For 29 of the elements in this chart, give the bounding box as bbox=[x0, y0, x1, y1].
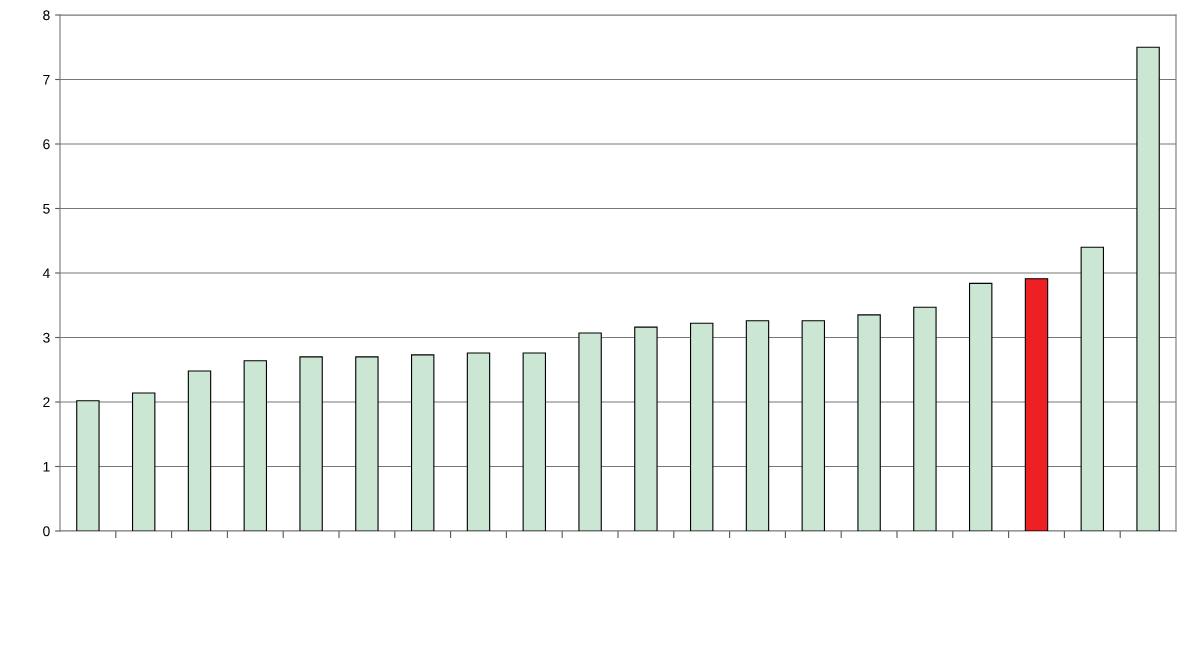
y-tick-label: 8 bbox=[43, 10, 50, 21]
bar bbox=[1024, 278, 1049, 531]
y-tick-label: 5 bbox=[43, 203, 50, 214]
bar bbox=[913, 306, 937, 531]
y-tick-label: 1 bbox=[43, 461, 50, 472]
y-tick-label: 2 bbox=[43, 397, 50, 408]
y-tick-label: 7 bbox=[43, 74, 50, 85]
bar bbox=[689, 322, 714, 531]
bar bbox=[578, 332, 602, 531]
bar bbox=[76, 400, 100, 531]
bar bbox=[187, 370, 212, 531]
bar bbox=[857, 314, 881, 531]
bar bbox=[634, 326, 658, 531]
y-tick-label: 4 bbox=[42, 268, 50, 279]
bar bbox=[299, 356, 323, 531]
y-tick-label: 0 bbox=[43, 526, 50, 537]
bar bbox=[968, 282, 993, 531]
bar bbox=[410, 354, 435, 531]
bar bbox=[355, 356, 379, 531]
bar bbox=[466, 352, 491, 531]
y-tick-label: 6 bbox=[43, 139, 50, 150]
y-tick-label: 3 bbox=[43, 332, 50, 343]
bar bbox=[1136, 46, 1160, 531]
bar bbox=[745, 320, 770, 531]
bar bbox=[801, 320, 826, 531]
bar bbox=[522, 352, 547, 531]
bar bbox=[1080, 246, 1105, 531]
bar bbox=[131, 392, 156, 531]
bar bbox=[243, 360, 268, 531]
